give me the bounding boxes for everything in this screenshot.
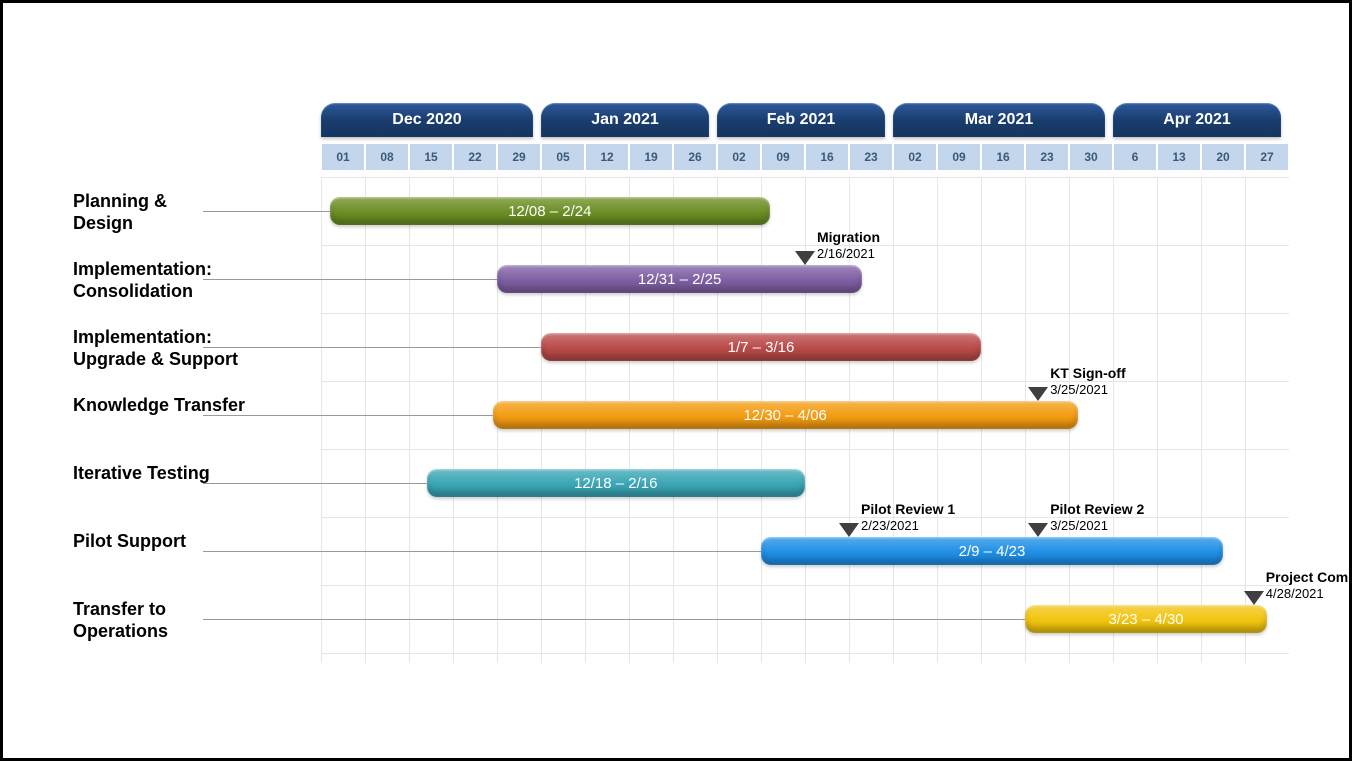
- milestone-complete-label: Project Complete4/28/2021: [1266, 569, 1352, 601]
- month-header: Feb 2021: [717, 103, 885, 137]
- task-pilot-bar: 2/9 – 4/23: [761, 537, 1223, 565]
- week-cell: 15: [409, 143, 453, 171]
- connector-line: [203, 279, 497, 280]
- week-cell: 26: [673, 143, 717, 171]
- connector-line: [203, 415, 493, 416]
- week-cell: 12: [585, 143, 629, 171]
- week-cell: 13: [1157, 143, 1201, 171]
- week-cell: 19: [629, 143, 673, 171]
- week-cell: 01: [321, 143, 365, 171]
- task-transfer-label: Transfer toOperations: [73, 599, 313, 642]
- task-knowledge-label: Knowledge Transfer: [73, 395, 313, 417]
- week-cell: 23: [1025, 143, 1069, 171]
- task-upgrade-bar: 1/7 – 3/16: [541, 333, 981, 361]
- task-consolidation-bar: 12/31 – 2/25: [497, 265, 862, 293]
- task-planning-bar: 12/08 – 2/24: [330, 197, 770, 225]
- connector-line: [203, 551, 761, 552]
- milestone-triangle-icon: [1028, 387, 1048, 401]
- milestone-triangle-icon: [1244, 591, 1264, 605]
- week-cell: 08: [365, 143, 409, 171]
- milestone-migration-label: Migration2/16/2021: [817, 229, 880, 261]
- milestone-triangle-icon: [1028, 523, 1048, 537]
- week-cell: 02: [893, 143, 937, 171]
- week-cell: 6: [1113, 143, 1157, 171]
- milestone-pilot-review-2-label: Pilot Review 23/25/2021: [1050, 501, 1144, 533]
- week-cell: 30: [1069, 143, 1113, 171]
- month-header: Dec 2020: [321, 103, 533, 137]
- task-planning-label: Planning &Design: [73, 191, 313, 234]
- week-cell: 09: [937, 143, 981, 171]
- week-cell: 05: [541, 143, 585, 171]
- month-header: Apr 2021: [1113, 103, 1281, 137]
- task-testing-bar: 12/18 – 2/16: [427, 469, 805, 497]
- week-cell: 02: [717, 143, 761, 171]
- week-cell: 23: [849, 143, 893, 171]
- milestone-kt-signoff-label: KT Sign-off3/25/2021: [1050, 365, 1125, 397]
- week-cell: 22: [453, 143, 497, 171]
- task-knowledge-bar: 12/30 – 4/06: [493, 401, 1078, 429]
- month-header: Mar 2021: [893, 103, 1105, 137]
- connector-line: [203, 211, 330, 212]
- task-pilot-label: Pilot Support: [73, 531, 313, 553]
- milestone-triangle-icon: [839, 523, 859, 537]
- week-cell: 16: [981, 143, 1025, 171]
- task-transfer-bar: 3/23 – 4/30: [1025, 605, 1267, 633]
- task-testing-label: Iterative Testing: [73, 463, 313, 485]
- week-cell: 20: [1201, 143, 1245, 171]
- connector-line: [203, 619, 1025, 620]
- week-cell: 09: [761, 143, 805, 171]
- gantt-chart-frame: Dec 2020Jan 2021Feb 2021Mar 2021Apr 2021…: [0, 0, 1352, 761]
- week-header-row: 0108152229051219260209162302091623306132…: [321, 143, 1289, 171]
- task-upgrade-label: Implementation:Upgrade & Support: [73, 327, 313, 370]
- gantt-chart-area: Dec 2020Jan 2021Feb 2021Mar 2021Apr 2021…: [321, 103, 1277, 663]
- milestone-triangle-icon: [795, 251, 815, 265]
- connector-line: [203, 483, 427, 484]
- week-cell: 29: [497, 143, 541, 171]
- week-cell: 16: [805, 143, 849, 171]
- milestone-pilot-review-1-label: Pilot Review 12/23/2021: [861, 501, 955, 533]
- month-header: Jan 2021: [541, 103, 709, 137]
- week-cell: 27: [1245, 143, 1289, 171]
- connector-line: [203, 347, 541, 348]
- task-consolidation-label: Implementation:Consolidation: [73, 259, 313, 302]
